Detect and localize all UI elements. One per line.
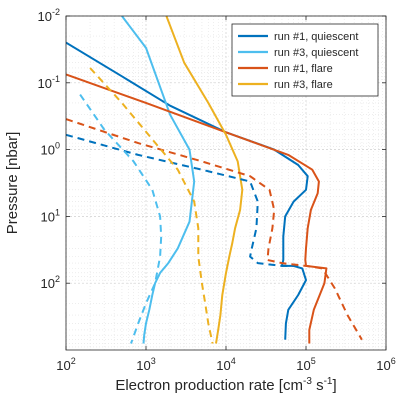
y-tick-label-base: 10 xyxy=(41,209,55,224)
x-tick-label: 103 xyxy=(136,356,155,373)
y-tick-label-exp: 1 xyxy=(55,207,60,217)
x-tick-labels: 102 103 104 105 106 xyxy=(56,356,395,373)
x-tick-label-base: 10 xyxy=(56,358,70,373)
x-tick-label-base: 10 xyxy=(216,358,230,373)
series-line-8 xyxy=(89,67,214,344)
y-tick-label-exp: -2 xyxy=(52,7,60,17)
y-tick-label-exp: 2 xyxy=(55,274,60,284)
y-tick-label: 10-2 xyxy=(38,7,60,24)
x-tick-label: 105 xyxy=(296,356,315,373)
series-layer xyxy=(66,16,363,344)
x-tick-label: 104 xyxy=(216,356,235,373)
y-tick-label: 100 xyxy=(41,141,60,158)
x-tick-label-base: 10 xyxy=(136,358,150,373)
x-tick-label-base: 10 xyxy=(296,358,310,373)
y-tick-label-base: 10 xyxy=(38,76,52,91)
legend: run #1, quiescent run #3, quiescent run #1… xyxy=(231,23,379,97)
y-tick-label-base: 10 xyxy=(41,143,55,158)
x-tick-label-exp: 5 xyxy=(311,356,316,366)
y-tick-label: 102 xyxy=(41,274,60,291)
series-line-7 xyxy=(66,118,363,341)
series-line-2 xyxy=(121,16,196,344)
y-tick-label-exp: -1 xyxy=(52,74,60,84)
x-tick-label-base: 10 xyxy=(376,358,390,373)
legend-label: run #1, quiescent xyxy=(274,31,358,43)
y-tick-label: 101 xyxy=(41,207,60,224)
x-tick-label: 102 xyxy=(56,356,75,373)
x-axis-title: Electron production rate [cm-3​ s-1​] xyxy=(115,376,336,394)
series-line-4 xyxy=(165,16,244,344)
series-line-6 xyxy=(79,94,163,344)
x-tick-label-exp: 4 xyxy=(231,356,236,366)
x-tick-label-exp: 3 xyxy=(151,356,156,366)
legend-label: run #1, flare xyxy=(274,63,333,75)
ticks xyxy=(65,15,387,350)
y-tick-label-base: 10 xyxy=(41,276,55,291)
series-line-3 xyxy=(66,73,328,344)
y-tick-label-base: 10 xyxy=(38,9,52,24)
legend-label: run #3, flare xyxy=(274,79,333,91)
x-tick-label-exp: 6 xyxy=(391,356,396,366)
y-tick-label-exp: 0 xyxy=(55,141,60,151)
x-tick-label: 106 xyxy=(376,356,395,373)
legend-label: run #3, quiescent xyxy=(274,47,358,59)
x-tick-label-exp: 2 xyxy=(71,356,76,366)
y-axis-title: Pressure [nbar] xyxy=(4,132,21,235)
y-tick-label: 10-1 xyxy=(38,74,60,91)
